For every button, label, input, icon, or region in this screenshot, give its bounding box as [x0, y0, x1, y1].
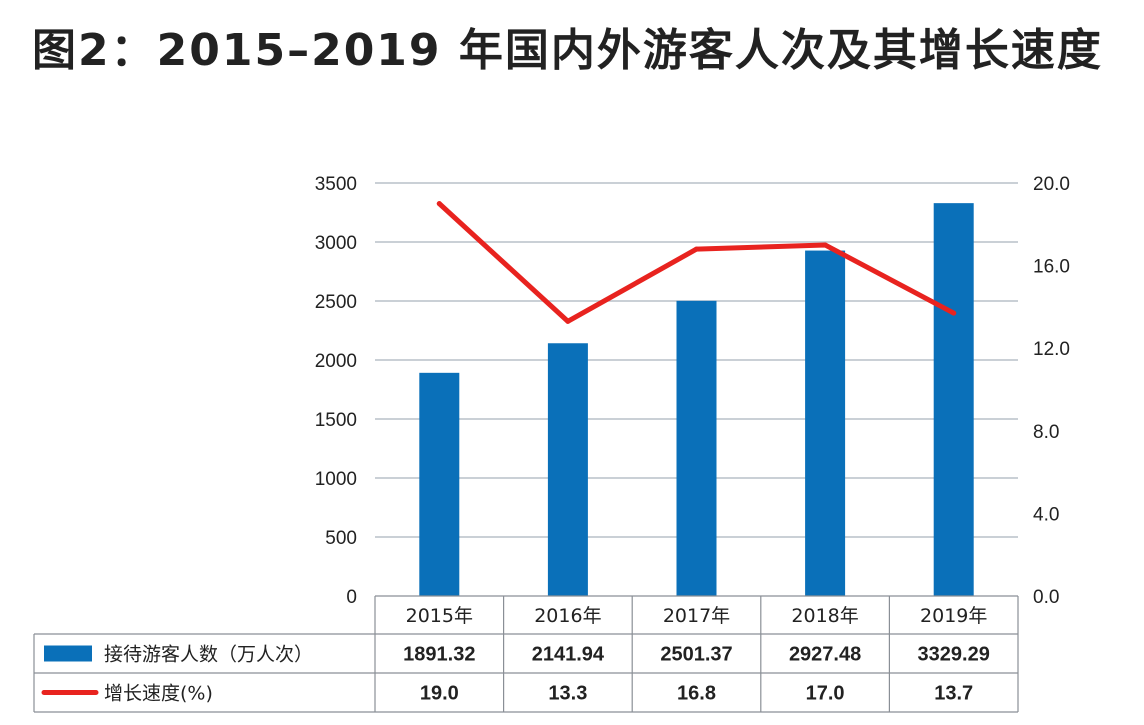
- category-label: 2019年: [920, 605, 987, 627]
- left-y-tick-label: 1500: [315, 410, 357, 431]
- bar: [676, 300, 717, 596]
- line-series: [436, 201, 957, 324]
- bar-value-label: 3329.29: [918, 644, 990, 666]
- bar: [419, 372, 460, 596]
- bar: [547, 343, 588, 596]
- left-y-tick-label: 3500: [315, 174, 357, 195]
- left-y-tick-label: 3000: [315, 233, 357, 254]
- category-label: 2017年: [663, 605, 730, 627]
- left-y-tick-label: 2500: [315, 292, 357, 313]
- line-point: [694, 246, 699, 252]
- line-point: [822, 242, 828, 248]
- category-label: 2016年: [534, 605, 601, 627]
- right-y-tick-label: 0.0: [1033, 587, 1059, 608]
- line-value-label: 13.3: [548, 683, 587, 705]
- line-value-label: 19.0: [420, 683, 459, 705]
- line-value-label: 17.0: [806, 683, 845, 705]
- category-label: 2018年: [791, 605, 858, 627]
- right-y-tick-label: 16.0: [1033, 257, 1070, 278]
- bar-value-label: 2501.37: [660, 644, 732, 666]
- left-y-tick-label: 500: [325, 528, 357, 549]
- right-y-tick-label: 20.0: [1033, 174, 1070, 195]
- right-y-tick-label: 12.0: [1033, 339, 1070, 360]
- category-label: 2015年: [406, 605, 473, 627]
- legend-bar-label: 接待游客人数（万人次）: [104, 644, 313, 666]
- line-point: [436, 201, 442, 207]
- legend-line-label: 增长速度(%): [104, 683, 213, 705]
- bar-value-label: 1891.32: [403, 644, 475, 666]
- line-value-label: 13.7: [934, 683, 973, 705]
- legend-bar-swatch: [44, 645, 92, 662]
- right-y-axis: 0.0 4.0 8.0 12.0 16.0 20.0: [1033, 174, 1070, 608]
- chart-title: 图2：2015–2019 年国内外游客人次及其增长速度: [32, 25, 1103, 76]
- bar-series: [419, 203, 974, 596]
- line-point: [951, 310, 957, 316]
- bar-value-label: 2927.48: [789, 644, 861, 666]
- left-y-axis: 0 500 1000 1500 2000 2500 3000 3500: [315, 174, 357, 608]
- bar: [805, 250, 846, 596]
- left-y-tick-label: 2000: [315, 351, 357, 372]
- line-value-label: 16.8: [677, 683, 716, 705]
- bar: [933, 203, 974, 596]
- line-point: [565, 318, 571, 324]
- left-y-tick-label: 1000: [315, 469, 357, 490]
- right-y-tick-label: 4.0: [1033, 504, 1059, 525]
- bar-value-label: 2141.94: [532, 644, 605, 666]
- right-y-tick-label: 8.0: [1033, 422, 1059, 443]
- left-y-tick-label: 0: [346, 587, 357, 608]
